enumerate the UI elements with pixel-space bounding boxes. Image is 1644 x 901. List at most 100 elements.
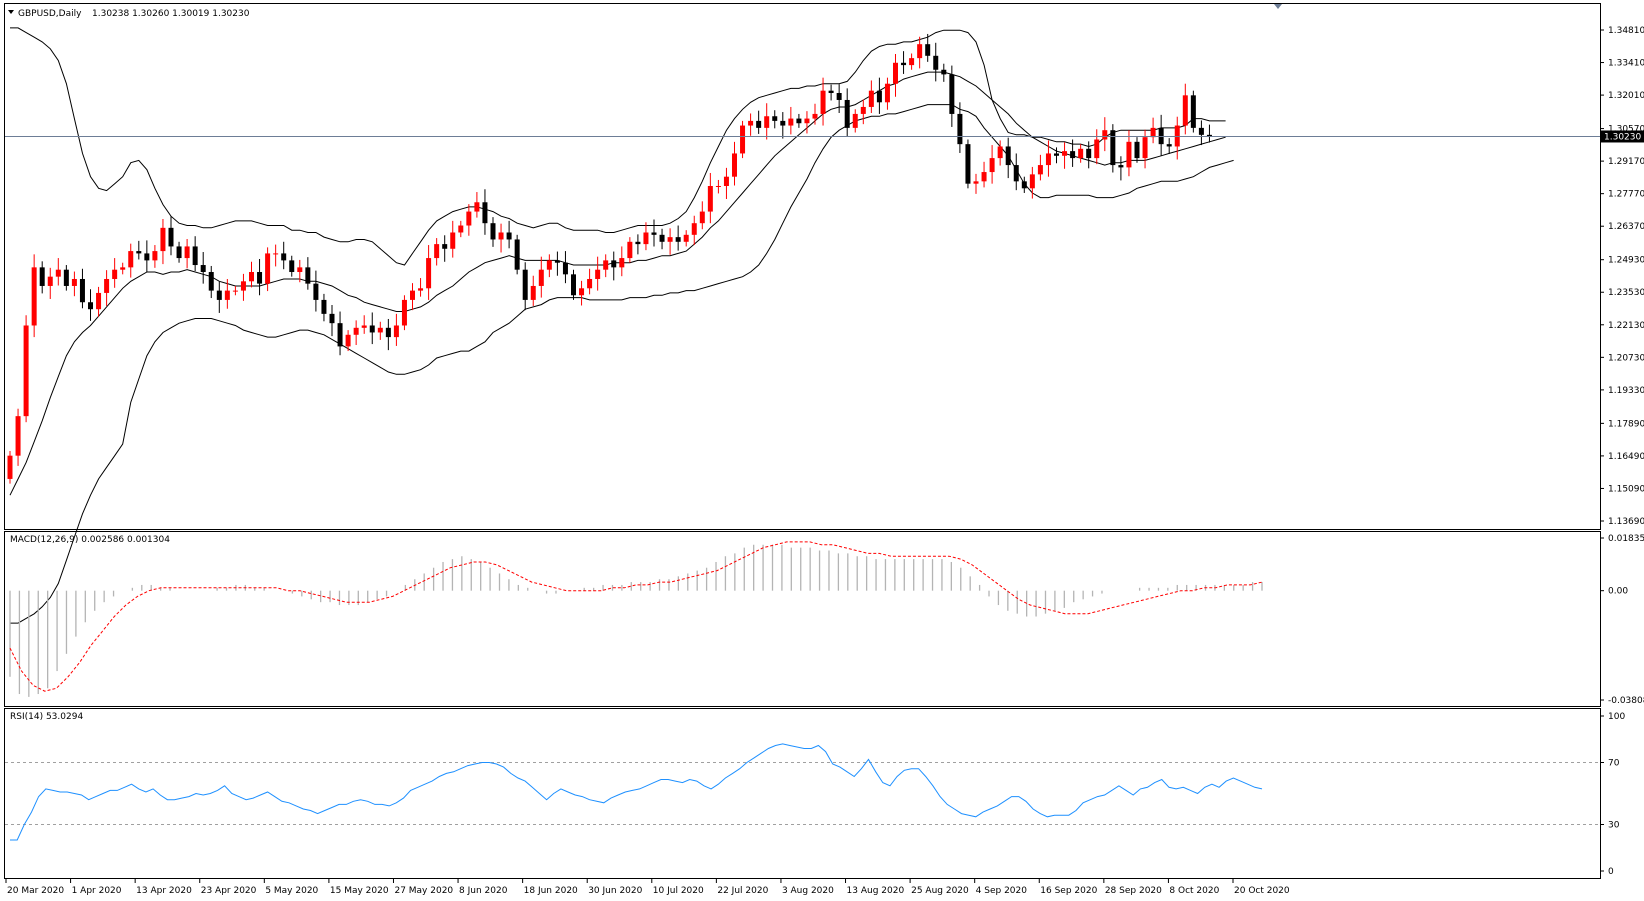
candle	[63, 265, 69, 291]
x-tick-label: 3 Aug 2020	[782, 886, 834, 896]
menu-triangle-icon[interactable]	[8, 10, 14, 14]
candle-body	[740, 125, 746, 154]
candle-body	[901, 62, 907, 66]
candle-body	[812, 113, 818, 119]
candle-body	[836, 93, 842, 100]
candle	[184, 239, 190, 269]
candle-body	[112, 269, 118, 279]
candle-body	[772, 116, 778, 121]
candle	[1198, 120, 1204, 146]
candle-body	[289, 260, 295, 273]
candle-body	[651, 232, 657, 235]
candle	[1086, 141, 1092, 169]
candle	[764, 103, 770, 140]
candle-body	[1206, 134, 1212, 137]
candle	[780, 112, 786, 139]
candle-body	[804, 118, 810, 124]
candle	[297, 259, 303, 283]
candle	[31, 254, 37, 338]
candle-body	[329, 313, 335, 324]
candle-body	[828, 90, 834, 94]
candle	[361, 315, 367, 334]
candle	[55, 258, 61, 286]
shift-marker-icon[interactable]	[1274, 4, 1282, 9]
x-tick-label: 5 May 2020	[265, 886, 318, 896]
candle	[603, 254, 609, 278]
candle-body	[643, 232, 649, 245]
candle-body	[71, 278, 77, 286]
candle	[1158, 114, 1164, 156]
price-tick-label: 1.27770	[1608, 190, 1644, 200]
x-tick-label: 13 Aug 2020	[847, 886, 905, 896]
candle-body	[474, 202, 480, 212]
candle	[667, 228, 673, 255]
candle-body	[957, 113, 963, 145]
price-tick-label: 1.30570	[1608, 125, 1644, 135]
candle-body	[1054, 153, 1059, 156]
candle	[15, 408, 21, 466]
price-panel-frame	[4, 3, 1601, 530]
candle	[1182, 83, 1188, 135]
candle-body	[96, 292, 102, 310]
candle-body	[1126, 141, 1132, 168]
chart-symbol: GBPUSD,Daily	[18, 9, 82, 19]
price-tick-label: 1.23530	[1608, 288, 1644, 298]
candle	[249, 261, 254, 288]
candle-body	[562, 262, 568, 275]
candle	[579, 280, 585, 306]
candle	[1166, 138, 1172, 154]
candle-body	[1037, 165, 1043, 175]
candle	[128, 243, 134, 278]
candle	[498, 223, 504, 253]
candle	[989, 145, 995, 184]
candle	[1174, 116, 1180, 160]
candle-body	[723, 176, 729, 186]
candle	[490, 217, 496, 247]
candle	[1005, 137, 1011, 179]
candle	[723, 167, 729, 200]
candle-body	[39, 267, 45, 286]
candle	[442, 235, 448, 262]
candle	[844, 88, 850, 137]
x-tick-label: 4 Sep 2020	[976, 886, 1028, 896]
candle	[973, 173, 979, 194]
candle	[957, 102, 963, 153]
candle-body	[820, 90, 826, 114]
candle-body	[434, 244, 440, 259]
candle-body	[1078, 148, 1084, 159]
candle	[160, 219, 166, 265]
candle	[1134, 137, 1140, 163]
price-tick-label: 1.16490	[1608, 452, 1644, 462]
candle	[522, 262, 528, 311]
price-tick-label: 1.32010	[1608, 91, 1644, 101]
candle-body	[385, 327, 391, 338]
candle	[997, 140, 1003, 166]
candle	[562, 251, 568, 284]
price-tick-label: 1.22130	[1608, 321, 1644, 331]
candle	[377, 321, 383, 340]
rsi-panel-frame	[4, 708, 1601, 879]
candle-body	[538, 269, 544, 286]
candle	[112, 258, 118, 288]
candle-body	[1190, 95, 1196, 128]
candle-body	[192, 246, 198, 266]
candle	[208, 265, 214, 299]
candle	[941, 63, 947, 82]
price-tick-label: 1.15090	[1608, 484, 1644, 494]
candle	[152, 245, 158, 268]
candle	[1062, 142, 1068, 169]
candle-body	[1070, 151, 1076, 159]
candle	[71, 271, 77, 297]
candle	[96, 286, 102, 317]
candle	[385, 318, 391, 351]
candle	[949, 65, 955, 127]
candle	[474, 192, 480, 218]
candle	[981, 161, 987, 188]
candle-body	[466, 211, 472, 226]
candle-body	[450, 232, 456, 249]
candle-body	[79, 278, 85, 303]
candle	[860, 99, 866, 125]
candle	[1054, 147, 1059, 164]
candle-body	[377, 327, 383, 333]
